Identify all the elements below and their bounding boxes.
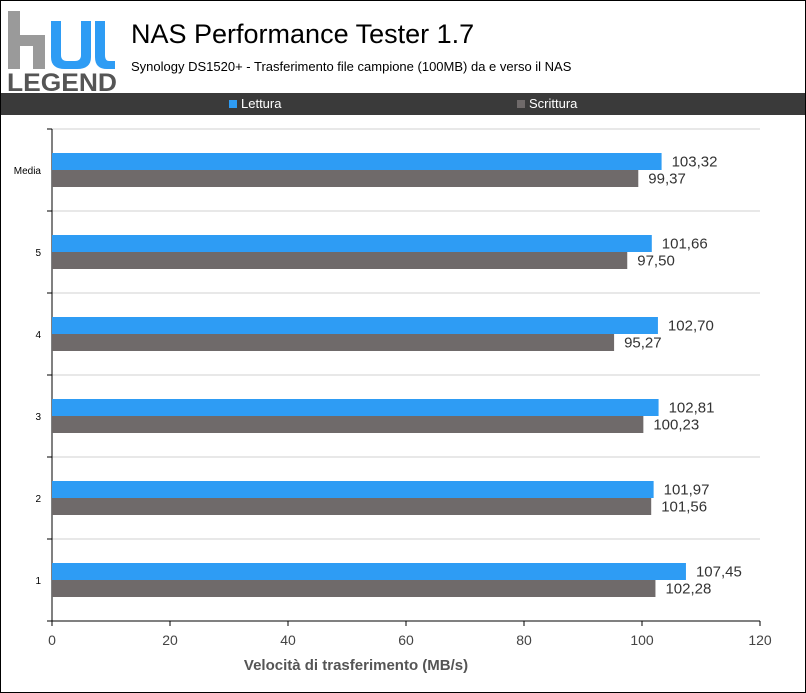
legend-swatch-lettura — [229, 100, 237, 108]
y-category-label: 5 — [35, 248, 41, 259]
bar-scrittura — [52, 334, 615, 351]
bar-scrittura — [52, 498, 652, 515]
y-category-label: 3 — [35, 412, 41, 423]
bar-lettura — [52, 153, 662, 170]
x-axis-title: Velocità di trasferimento (MB/s) — [244, 657, 468, 674]
legend-swatch-scrittura — [517, 100, 525, 108]
hu-legend-logo: LEGEND — [7, 11, 117, 93]
x-tick-label: 120 — [748, 632, 772, 648]
bar-scrittura — [52, 580, 656, 597]
x-tick-label: 80 — [516, 632, 532, 648]
data-label: 102,70 — [668, 318, 714, 335]
y-category-label: 4 — [35, 330, 41, 341]
y-category-label: 1 — [35, 576, 41, 587]
bar-lettura — [52, 563, 686, 580]
logo-brand-text: LEGEND — [7, 69, 117, 93]
data-label: 107,45 — [696, 564, 742, 581]
data-label: 97,50 — [637, 253, 675, 270]
bar-scrittura — [52, 170, 639, 187]
x-tick-label: 60 — [398, 632, 414, 648]
x-tick-label: 0 — [48, 632, 56, 648]
data-label: 100,23 — [653, 417, 699, 434]
bar-lettura — [52, 481, 654, 498]
bar-chart: 0 20 40 60 80 100 120 Velocità di trasferimento… — [14, 128, 772, 674]
data-label: 99,37 — [648, 171, 686, 188]
page-title: NAS Performance Tester 1.7 — [131, 19, 475, 49]
page-subtitle: Synology DS1520+ - Trasferimento file ca… — [131, 59, 572, 74]
legend-item-scrittura: Scrittura — [517, 96, 577, 111]
legend-label-lettura: Lettura — [241, 96, 282, 111]
data-label: 103,32 — [672, 154, 718, 171]
data-label: 101,97 — [664, 482, 710, 499]
y-category-label: 2 — [35, 494, 41, 505]
bar-scrittura — [52, 252, 628, 269]
bar-lettura — [52, 235, 652, 252]
x-tick-label: 20 — [162, 632, 178, 648]
bar-lettura — [52, 317, 658, 334]
x-tick-label: 100 — [630, 632, 654, 648]
legend: Lettura Scrittura — [1, 93, 805, 115]
data-label: 101,66 — [662, 236, 708, 253]
data-label: 102,28 — [665, 581, 711, 598]
data-label: 102,81 — [669, 400, 715, 417]
legend-item-lettura: Lettura — [229, 96, 281, 111]
x-tick-label: 40 — [280, 632, 296, 648]
bar-lettura — [52, 399, 659, 416]
bar-scrittura — [52, 416, 644, 433]
data-label: 95,27 — [624, 335, 662, 352]
y-category-label: Media — [14, 166, 42, 177]
legend-label-scrittura: Scrittura — [529, 96, 578, 111]
data-label: 101,56 — [661, 499, 707, 516]
